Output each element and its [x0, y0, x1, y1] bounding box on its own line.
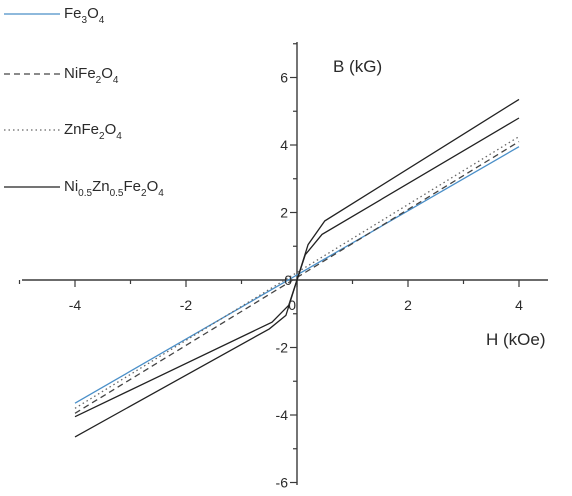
y-tick-label: -4: [276, 407, 289, 423]
y-tick-label: 4: [280, 137, 288, 153]
series-line: [74, 141, 520, 414]
y-tick-label: 2: [280, 205, 288, 221]
y-tick-label: 6: [280, 70, 288, 86]
y-tick-label: 0: [284, 272, 292, 288]
x-tick-label: -2: [180, 297, 193, 313]
legend-entry: ZnFe2O4: [64, 121, 122, 142]
y-axis-title: B (kG): [333, 57, 382, 76]
legend-entry: Fe3O4: [64, 5, 105, 26]
legend-entry: NiFe2O4: [64, 65, 119, 86]
y-tick-label: -2: [276, 340, 289, 356]
x-tick-label: 2: [404, 297, 412, 313]
y-tick-label: -6: [276, 475, 289, 491]
legend: Fe3O4 NiFe2O4 ZnFe2O4 Ni0.5Zn0.5Fe2O4: [4, 5, 164, 199]
series-line: [74, 136, 520, 409]
series-layer: [74, 98, 520, 438]
x-tick-label: 0: [288, 297, 296, 313]
x-tick-label: 4: [515, 297, 523, 313]
series-line: [74, 98, 520, 438]
series-line: [74, 146, 520, 404]
axes: [18, 42, 548, 485]
legend-entry: Ni0.5Zn0.5Fe2O4: [64, 178, 164, 199]
tick-labels: -4 -2 0 2 4 -6 -4 -2 0 2 4 6: [69, 70, 523, 491]
x-axis-title: H (kOe): [486, 330, 546, 349]
x-tick-label: -4: [69, 297, 82, 313]
